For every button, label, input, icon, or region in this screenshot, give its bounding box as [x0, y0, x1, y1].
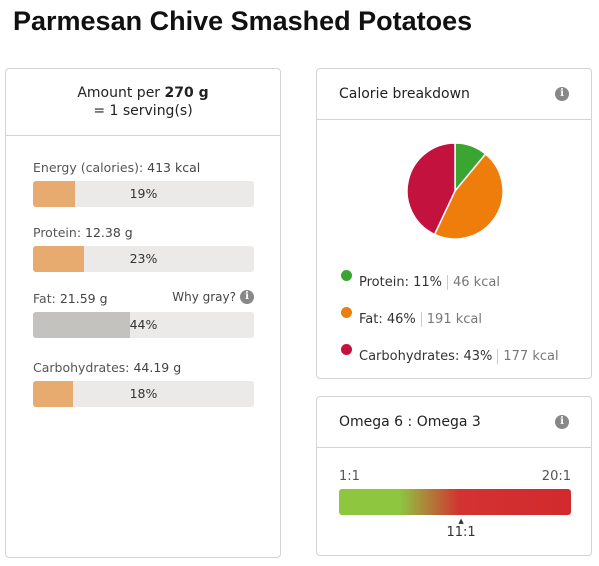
legend-text: Protein: 11% 46 kcal [359, 275, 500, 290]
nutrient-name: Protein: [33, 225, 82, 240]
nutrient-value: 44.19 g [133, 360, 182, 375]
nutrient-bar: 18% [33, 381, 254, 407]
page-title: Parmesan Chive Smashed Potatoes [13, 6, 473, 36]
serving-line: = 1 serving(s) [93, 103, 193, 119]
calorie-legend: Protein: 11% 46 kcal Fat: 46% 191 kcal Car… [341, 261, 559, 372]
nutrient-bar: 44% [33, 312, 254, 338]
pie-slice-carbohydrates [406, 142, 456, 236]
card-title: Calorie breakdown [339, 86, 470, 102]
nutrient-label: Energy (calories): 413 kcal [33, 159, 254, 177]
nutrient-fat: Fat: 21.59 g Why gray? i 44% [33, 290, 254, 338]
legend-text: Fat: 46% 191 kcal [359, 312, 482, 327]
legend-separator [497, 349, 499, 364]
nutrient-name: Carbohydrates: [33, 360, 130, 375]
legend-kcal: 177 kcal [503, 349, 559, 364]
nutrient-carbohydrates: Carbohydrates: 44.19 g 18% [33, 359, 254, 407]
nutrient-percent: 18% [129, 386, 158, 401]
nutrient-bar-fill [33, 312, 131, 338]
card-header: Omega 6 : Omega 3 i [317, 397, 591, 448]
why-gray-label[interactable]: Why gray? [172, 290, 236, 304]
nutrient-bar-fill [33, 381, 73, 407]
legend-percent: 11% [413, 275, 442, 290]
nutrient-percent: 19% [129, 186, 158, 201]
omega-max-label: 20:1 [541, 469, 571, 484]
nutrient-value: 21.59 g [59, 291, 108, 306]
nutrient-bar: 23% [33, 246, 254, 272]
nutrient-protein: Protein: 12.38 g 23% [33, 224, 254, 272]
amount-value: 270 g [164, 85, 209, 101]
legend-item-carbohydrates: Carbohydrates: 43% 177 kcal [341, 335, 559, 372]
info-icon[interactable]: i [555, 87, 569, 101]
info-icon[interactable]: i [240, 290, 254, 304]
amount-prefix: Amount per [77, 85, 161, 101]
serving-header: Amount per 270 g = 1 serving(s) [6, 69, 280, 136]
legend-kcal: 191 kcal [426, 312, 482, 327]
nutrient-percent: 44% [129, 317, 158, 332]
nutrient-percent: 23% [129, 251, 158, 266]
card-header: Calorie breakdown i [317, 69, 591, 120]
pie-slice-fat [433, 152, 504, 240]
legend-separator [447, 275, 448, 290]
nutrient-energy: Energy (calories): 413 kcal 19% [33, 159, 254, 207]
legend-item-fat: Fat: 46% 191 kcal [341, 298, 559, 335]
nutrient-bar-fill [33, 181, 75, 207]
nutrient-value: 413 kcal [147, 160, 201, 175]
legend-dot [341, 270, 352, 281]
omega-gradient-bar [339, 489, 571, 515]
calorie-pie-chart [405, 141, 505, 241]
nutrient-label: Carbohydrates: 44.19 g [33, 359, 254, 377]
legend-percent: 46% [386, 312, 416, 327]
nutrient-name: Fat: [33, 291, 56, 306]
legend-kcal: 46 kcal [453, 275, 500, 290]
legend-dot [341, 307, 352, 318]
legend-percent: 43% [463, 349, 493, 364]
omega-min-label: 1:1 [339, 469, 360, 484]
info-icon[interactable]: i [555, 415, 569, 429]
omega-ratio-card: Omega 6 : Omega 3 i 1:1 20:1 ▲ 11:1 [316, 396, 592, 556]
nutrient-label: Protein: 12.38 g [33, 224, 254, 242]
legend-name: Carbohydrates: [359, 349, 460, 364]
calorie-breakdown-card: Calorie breakdown i Protein: 11% 46 kcal … [316, 68, 592, 379]
nutrition-card: Amount per 270 g = 1 serving(s) Energy (… [5, 68, 281, 558]
pie-svg [406, 142, 504, 240]
legend-item-protein: Protein: 11% 46 kcal [341, 261, 559, 298]
nutrient-bar-fill [33, 246, 84, 272]
omega-marker-icon: ▲ [458, 517, 464, 525]
nutrient-bar: 19% [33, 181, 254, 207]
omega-value-label: 11:1 [446, 525, 476, 540]
nutrient-value: 12.38 g [85, 225, 133, 240]
amount-line: Amount per 270 g [77, 84, 208, 102]
legend-text: Carbohydrates: 43% 177 kcal [359, 349, 559, 364]
legend-separator [420, 312, 422, 327]
legend-name: Protein: [359, 275, 409, 290]
nutrient-name: Energy (calories): [33, 160, 144, 175]
legend-name: Fat: [359, 312, 383, 327]
nutrient-label: Fat: 21.59 g [33, 290, 254, 308]
why-gray-link[interactable]: Why gray? i [172, 290, 254, 304]
legend-dot [341, 344, 352, 355]
card-title: Omega 6 : Omega 3 [339, 414, 481, 430]
